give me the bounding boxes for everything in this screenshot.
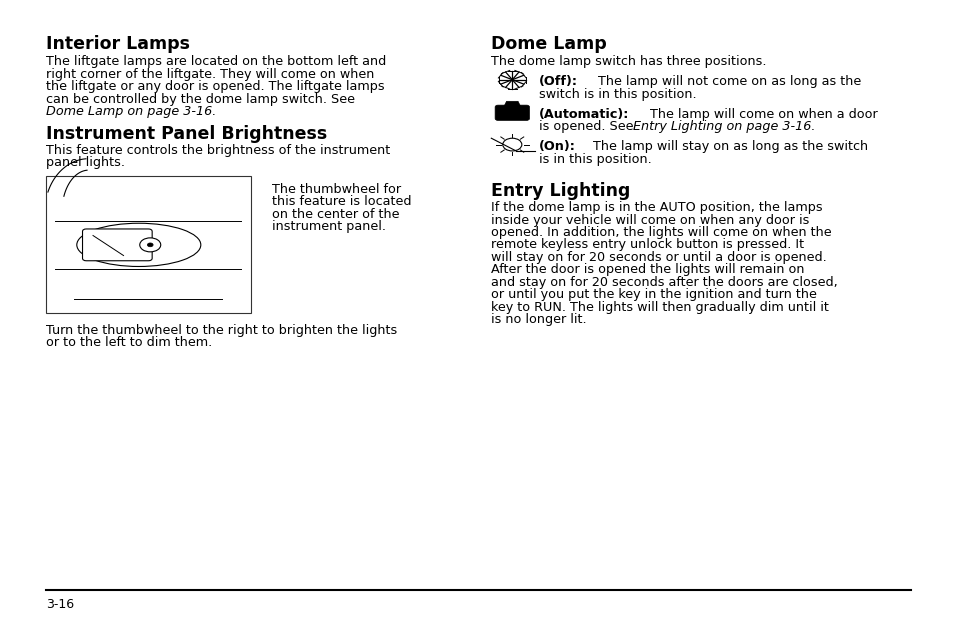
- Text: opened. In addition, the lights will come on when the: opened. In addition, the lights will com…: [491, 226, 831, 239]
- Text: is in this position.: is in this position.: [538, 153, 651, 165]
- Bar: [46, 176, 251, 313]
- Text: If the dome lamp is in the AUTO position, the lamps: If the dome lamp is in the AUTO position…: [491, 201, 822, 214]
- Text: or to the left to dim them.: or to the left to dim them.: [46, 336, 212, 349]
- Text: instrument panel.: instrument panel.: [272, 220, 385, 233]
- Text: This feature controls the brightness of the instrument: This feature controls the brightness of …: [46, 144, 390, 157]
- Text: (On):: (On):: [538, 140, 576, 153]
- Text: Entry Lighting on page 3-16.: Entry Lighting on page 3-16.: [632, 120, 814, 133]
- Text: The lamp will stay on as long as the switch: The lamp will stay on as long as the swi…: [588, 140, 867, 153]
- Text: (Off):: (Off):: [538, 75, 578, 88]
- Circle shape: [139, 238, 160, 252]
- Text: The thumbwheel for: The thumbwheel for: [272, 183, 400, 196]
- Text: Dome Lamp on page 3-16.: Dome Lamp on page 3-16.: [46, 105, 215, 118]
- Text: The liftgate lamps are located on the bottom left and: The liftgate lamps are located on the bo…: [46, 55, 386, 68]
- Text: and stay on for 20 seconds after the doors are closed,: and stay on for 20 seconds after the doo…: [491, 275, 837, 289]
- Text: Interior Lamps: Interior Lamps: [46, 35, 190, 53]
- Text: Entry Lighting: Entry Lighting: [491, 182, 630, 200]
- Text: The dome lamp switch has three positions.: The dome lamp switch has three positions…: [491, 55, 766, 68]
- Text: Dome Lamp: Dome Lamp: [491, 35, 606, 53]
- Text: 3-16: 3-16: [46, 598, 73, 611]
- Text: switch is in this position.: switch is in this position.: [538, 88, 696, 100]
- FancyBboxPatch shape: [82, 229, 152, 261]
- Text: panel lights.: panel lights.: [46, 156, 125, 169]
- Text: will stay on for 20 seconds or until a door is opened.: will stay on for 20 seconds or until a d…: [491, 251, 826, 264]
- Text: The lamp will come on when a door: The lamp will come on when a door: [645, 107, 877, 121]
- Text: remote keyless entry unlock button is pressed. It: remote keyless entry unlock button is pr…: [491, 238, 803, 251]
- Text: Instrument Panel Brightness: Instrument Panel Brightness: [46, 125, 327, 143]
- Text: on the center of the: on the center of the: [272, 207, 399, 221]
- Text: the liftgate or any door is opened. The liftgate lamps: the liftgate or any door is opened. The …: [46, 80, 384, 93]
- Text: this feature is located: this feature is located: [272, 195, 411, 208]
- Text: (Automatic):: (Automatic):: [538, 107, 629, 121]
- Text: The lamp will not come on as long as the: The lamp will not come on as long as the: [594, 75, 861, 88]
- Text: inside your vehicle will come on when any door is: inside your vehicle will come on when an…: [491, 214, 809, 226]
- Text: key to RUN. The lights will then gradually dim until it: key to RUN. The lights will then gradual…: [491, 300, 828, 314]
- Text: After the door is opened the lights will remain on: After the door is opened the lights will…: [491, 263, 804, 276]
- Text: right corner of the liftgate. They will come on when: right corner of the liftgate. They will …: [46, 68, 374, 81]
- Text: is no longer lit.: is no longer lit.: [491, 313, 586, 326]
- FancyBboxPatch shape: [495, 105, 529, 120]
- Circle shape: [502, 138, 521, 151]
- Polygon shape: [503, 101, 520, 107]
- Circle shape: [147, 243, 152, 247]
- Text: can be controlled by the dome lamp switch. See: can be controlled by the dome lamp switc…: [46, 92, 355, 106]
- Text: is opened. See: is opened. See: [538, 120, 637, 133]
- Ellipse shape: [76, 223, 200, 266]
- Text: or until you put the key in the ignition and turn the: or until you put the key in the ignition…: [491, 288, 817, 301]
- Text: Turn the thumbwheel to the right to brighten the lights: Turn the thumbwheel to the right to brig…: [46, 324, 396, 337]
